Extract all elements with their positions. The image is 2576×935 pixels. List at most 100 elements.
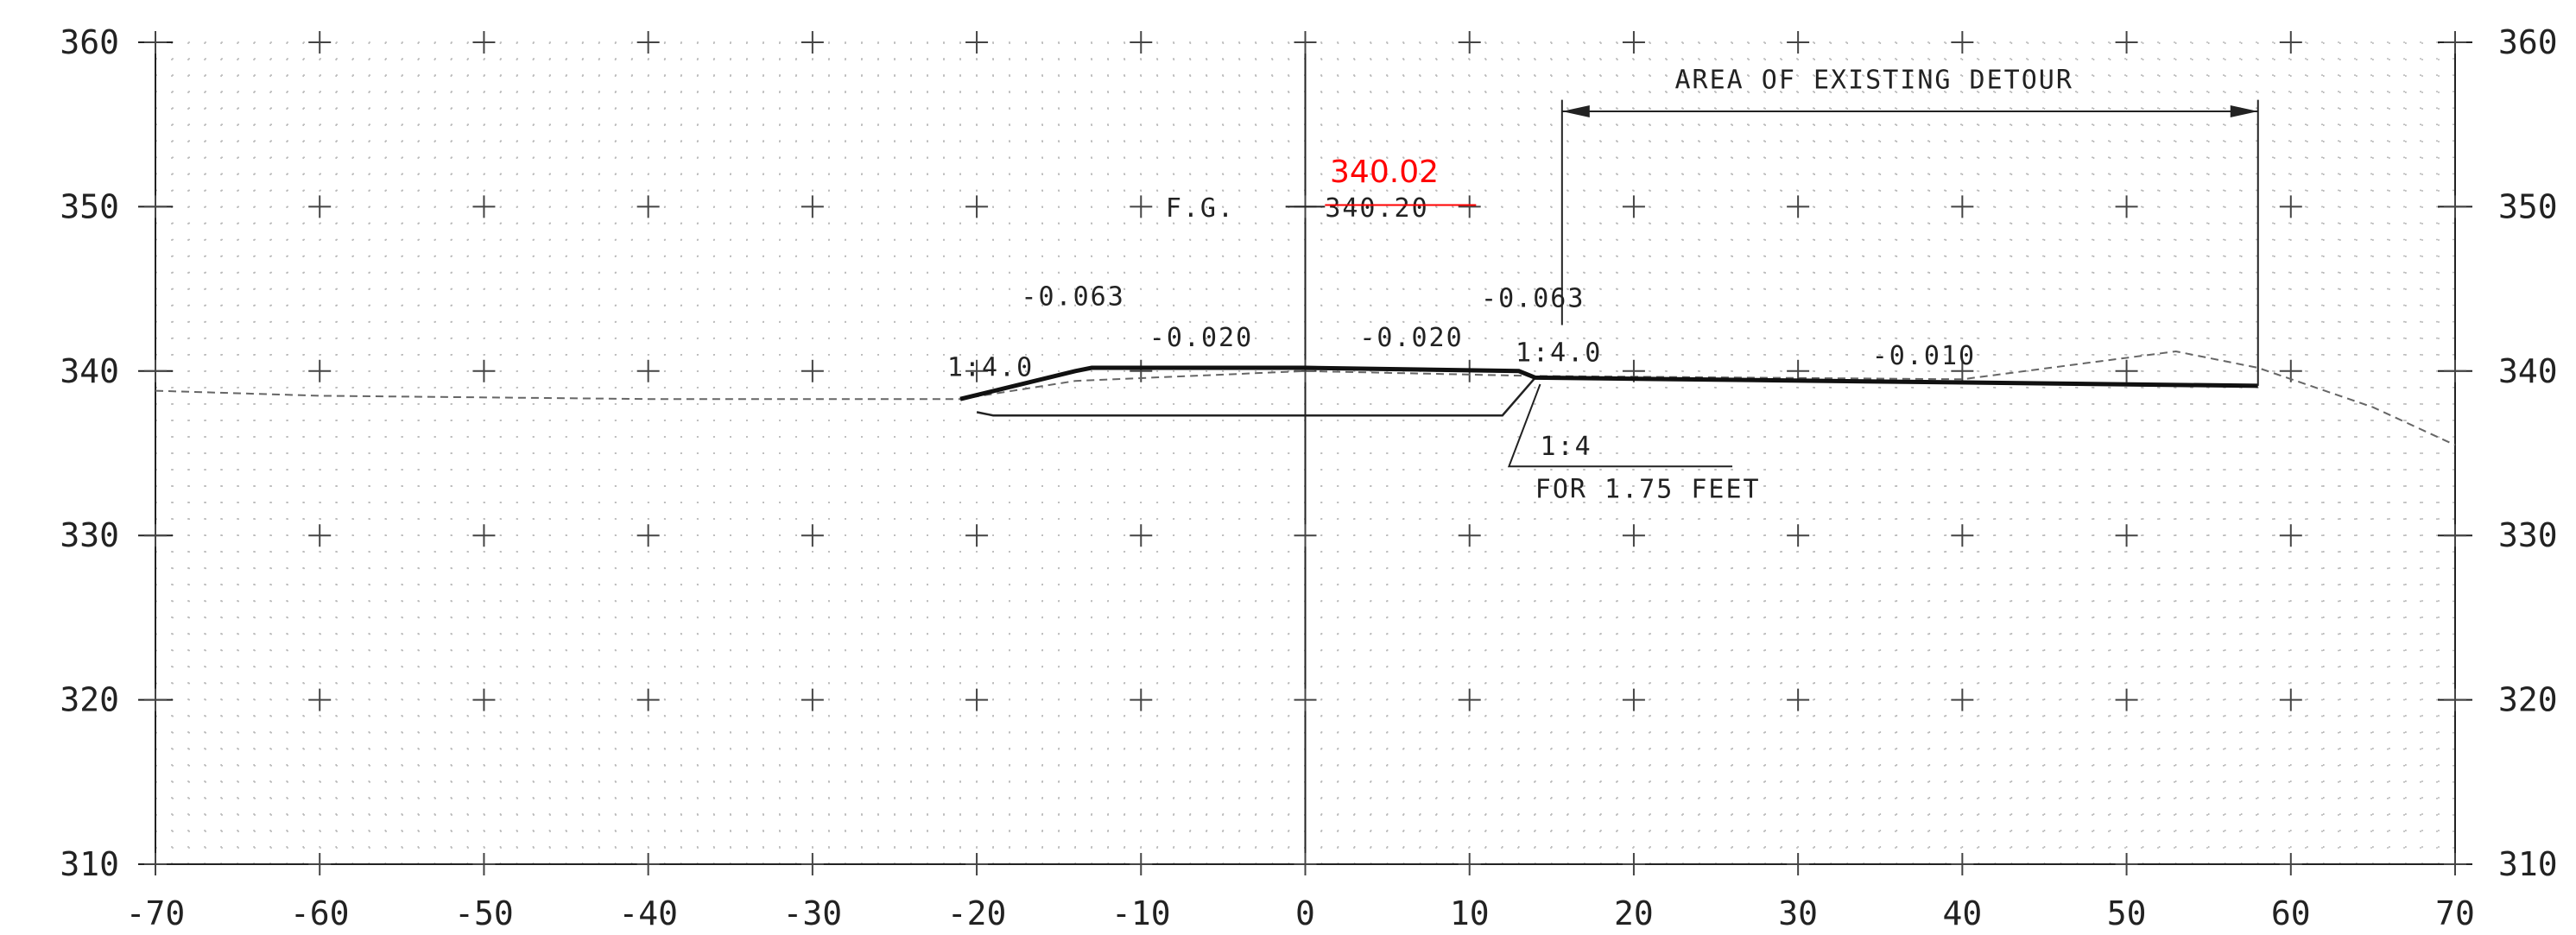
side-slope-right-label: 1:4.0	[1516, 338, 1602, 368]
grid-cross	[636, 524, 660, 547]
leader-note-label: FOR 1.75 FEET	[1535, 474, 1761, 504]
y-tick-label: 310	[2498, 845, 2558, 883]
y-tick-label: 330	[2498, 516, 2558, 554]
grid-cross	[1622, 31, 1645, 54]
grid-cross	[2279, 524, 2302, 547]
proposed-top-line	[959, 365, 2258, 401]
profiles	[155, 350, 2456, 446]
x-tick-label: 10	[1450, 894, 1490, 932]
grid-cross	[2115, 195, 2138, 218]
grid-cross	[1787, 853, 1810, 875]
grid-cross	[308, 31, 332, 54]
y-tick-label: 320	[60, 681, 119, 719]
grid-cross	[2444, 688, 2466, 711]
grid-cross	[965, 524, 989, 547]
note-leader-line	[1507, 383, 1733, 468]
grid-cross	[472, 853, 496, 875]
slope-far-right-label: -0.010	[1872, 341, 1976, 371]
y-tick-label: 330	[60, 516, 119, 554]
grid-cross	[801, 195, 824, 218]
grid-cross	[1951, 195, 1974, 218]
grid-cross	[144, 359, 167, 382]
grid-cross	[1458, 853, 1481, 875]
grid-cross	[636, 195, 660, 218]
grid-cross	[801, 359, 824, 382]
grid-cross	[1951, 524, 1974, 547]
grid-cross	[1294, 524, 1317, 547]
arrowhead-right-icon	[2230, 104, 2258, 117]
grid-cross	[1951, 359, 1974, 382]
grid-cross	[2444, 359, 2466, 382]
grid-cross	[1458, 688, 1481, 711]
side-slope-left-label: 1:4.0	[947, 353, 1034, 383]
x-tick-label: -40	[618, 894, 678, 932]
x-tick-label: 40	[1942, 894, 1982, 932]
grid-cross	[2115, 359, 2138, 382]
grid-cross	[2115, 31, 2138, 54]
grid-cross	[801, 31, 824, 54]
grid-cross	[308, 359, 332, 382]
grid-cross	[144, 688, 167, 711]
grid-cross	[472, 524, 496, 547]
y-tick-label: 340	[60, 352, 119, 390]
grid-cross	[1294, 31, 1317, 54]
grid-cross	[1951, 31, 1974, 54]
area-of-existing-detour-label: AREA OF EXISTING DETOUR	[1674, 65, 2073, 95]
grid-cross	[308, 524, 332, 547]
proposed-subgrade-line	[976, 376, 1536, 417]
y-tick-label: 320	[2498, 681, 2558, 719]
grid-cross	[2279, 195, 2302, 218]
finished-grade-label: F.G.	[1166, 193, 1235, 224]
grid-cross	[472, 688, 496, 711]
x-tick-label: -50	[454, 894, 514, 932]
x-tick-label: 50	[2107, 894, 2147, 932]
grid-cross	[308, 853, 332, 875]
grid-cross	[1622, 195, 1645, 218]
slope-right-inner-label: -0.020	[1359, 323, 1463, 353]
grid-cross	[1130, 688, 1153, 711]
grid-cross	[1622, 688, 1645, 711]
plot-frame	[138, 41, 2472, 865]
grid-cross	[1787, 31, 1810, 54]
grid-cross	[636, 688, 660, 711]
slope-right-outer-label: -0.063	[1481, 284, 1585, 314]
x-axis-labels: -70 -60 -50 -40 -30 -20 -10 0 10 20 30 40 50 60 70	[126, 894, 2475, 932]
finished-grade-revised-value: 340.02	[1330, 155, 1439, 190]
y-axis-labels-right: 310 320 330 340 350 360	[2498, 23, 2558, 883]
grid-cross	[472, 359, 496, 382]
grid-cross	[2115, 524, 2138, 547]
grid-cross	[636, 853, 660, 875]
grid-cross	[144, 195, 167, 218]
grid-cross	[2279, 688, 2302, 711]
grid-cross	[636, 31, 660, 54]
grid-cross	[472, 31, 496, 54]
finished-grade-value: 340.20	[1325, 193, 1428, 224]
grid-cross	[801, 688, 824, 711]
grid-cross	[1458, 524, 1481, 547]
grid-cross	[965, 195, 989, 218]
grid-cross	[1130, 853, 1153, 875]
grid-cross	[308, 688, 332, 711]
grid-cross	[1130, 195, 1153, 218]
x-tick-label: 0	[1295, 894, 1315, 932]
y-tick-label: 350	[2498, 187, 2558, 225]
grid-cross	[2444, 524, 2466, 547]
x-tick-label: 30	[1778, 894, 1818, 932]
grid-cross	[1622, 853, 1645, 875]
x-tick-label: 60	[2271, 894, 2311, 932]
y-tick-label: 340	[2498, 352, 2558, 390]
x-tick-label: -30	[783, 894, 843, 932]
grid-cross	[144, 524, 167, 547]
grid-cross	[965, 31, 989, 54]
arrowhead-left-icon	[1561, 104, 1590, 117]
grid-cross	[1294, 853, 1317, 875]
grid-cross	[144, 31, 167, 54]
grid-cross	[1951, 853, 1974, 875]
y-tick-label: 350	[60, 187, 119, 225]
grid-cross	[1130, 524, 1153, 547]
grid-cross	[2444, 195, 2466, 218]
grid-cross	[144, 853, 167, 875]
existing-ground-line	[155, 350, 2456, 446]
grid-cross	[965, 688, 989, 711]
